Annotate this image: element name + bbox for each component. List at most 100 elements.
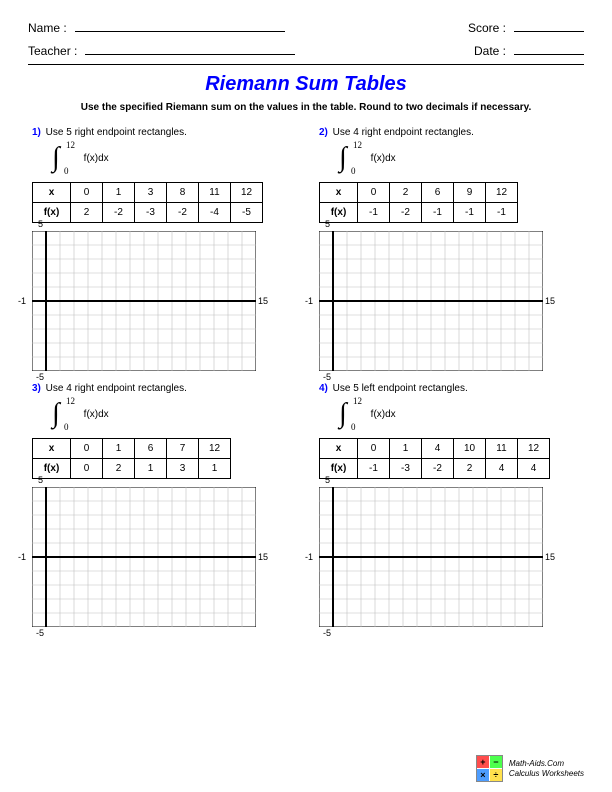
date-label: Date : <box>474 44 506 58</box>
fx-cell: -3 <box>135 203 167 223</box>
name-field: Name : <box>28 18 285 35</box>
fx-cell: 2 <box>71 203 103 223</box>
problem-instruction: 4) Use 5 left endpoint rectangles. <box>319 383 580 394</box>
x-cell: 3 <box>135 183 167 203</box>
integral: ∫ 12 0 f(x)dx <box>52 398 293 430</box>
problem-instruction: 3) Use 4 right endpoint rectangles. <box>32 383 293 394</box>
x-cell: 1 <box>390 439 422 459</box>
teacher-field: Teacher : <box>28 41 295 58</box>
footer-sub: Calculus Worksheets <box>509 769 584 779</box>
integral-fx: f(x)dx <box>371 409 396 420</box>
x-cell: 0 <box>358 439 390 459</box>
y-bottom-label: -5 <box>323 372 331 382</box>
problem-number: 4) <box>319 383 328 394</box>
x-cell: 2 <box>390 183 422 203</box>
plot-grid: 5-5-115 <box>32 231 256 371</box>
value-table: x01381112f(x)2-2-3-2-4-5 <box>32 182 263 223</box>
x-cell: 10 <box>454 439 486 459</box>
fx-cell: -4 <box>199 203 231 223</box>
footer-op-icon: + <box>477 756 489 768</box>
integral-lower: 0 <box>351 166 356 176</box>
x-cell: 12 <box>199 439 231 459</box>
x-cell: 0 <box>358 183 390 203</box>
problem-4: 4) Use 5 left endpoint rectangles. ∫ 12 0… <box>319 383 580 627</box>
problem-number: 2) <box>319 127 328 138</box>
teacher-label: Teacher : <box>28 44 77 58</box>
fx-cell: 4 <box>486 459 518 479</box>
problem-3: 3) Use 4 right endpoint rectangles. ∫ 12 … <box>32 383 293 627</box>
x-right-label: 15 <box>258 552 268 562</box>
integral: ∫ 12 0 f(x)dx <box>339 398 580 430</box>
footer-op-icon: − <box>490 756 502 768</box>
problem-text: Use 5 right endpoint rectangles. <box>43 127 187 138</box>
x-left-label: -1 <box>305 552 313 562</box>
y-bottom-label: -5 <box>36 372 44 382</box>
integral-upper: 12 <box>66 396 75 406</box>
name-label: Name : <box>28 21 67 35</box>
fx-cell: 2 <box>103 459 135 479</box>
table-row: x014101112 <box>320 439 550 459</box>
date-field: Date : <box>474 41 584 58</box>
integral-symbol: ∫ 12 0 <box>52 398 60 430</box>
x-cell: 12 <box>231 183 263 203</box>
problem-number: 1) <box>32 127 41 138</box>
x-left-label: -1 <box>18 296 26 306</box>
problem-text: Use 4 right endpoint rectangles. <box>330 127 474 138</box>
integral-lower: 0 <box>64 422 69 432</box>
y-top-label: 5 <box>38 475 43 485</box>
x-cell: 11 <box>486 439 518 459</box>
x-cell: 11 <box>199 183 231 203</box>
fx-cell: 1 <box>199 459 231 479</box>
fx-cell: -2 <box>422 459 454 479</box>
fx-cell: -3 <box>390 459 422 479</box>
integral-fx: f(x)dx <box>84 409 109 420</box>
fx-cell: -5 <box>231 203 263 223</box>
x-cell: 12 <box>518 439 550 459</box>
x-cell: 0 <box>71 183 103 203</box>
table-row: x026912 <box>320 183 518 203</box>
score-blank[interactable] <box>514 18 584 32</box>
integral-lower: 0 <box>351 422 356 432</box>
table-row: f(x)-1-2-1-1-1 <box>320 203 518 223</box>
fx-cell: 3 <box>167 459 199 479</box>
divider <box>28 64 584 65</box>
x-cell: 1 <box>103 439 135 459</box>
problem-text: Use 5 left endpoint rectangles. <box>330 383 468 394</box>
value-table: x014101112f(x)-1-3-2244 <box>319 438 550 479</box>
fx-cell: -1 <box>486 203 518 223</box>
x-left-label: -1 <box>18 552 26 562</box>
integral: ∫ 12 0 f(x)dx <box>339 142 580 174</box>
x-header: x <box>33 183 71 203</box>
fx-cell: 0 <box>71 459 103 479</box>
problem-2: 2) Use 4 right endpoint rectangles. ∫ 12 … <box>319 127 580 371</box>
integral-fx: f(x)dx <box>84 153 109 164</box>
y-top-label: 5 <box>38 219 43 229</box>
plot-grid: 5-5-115 <box>319 231 543 371</box>
teacher-blank[interactable] <box>85 41 295 55</box>
integral-upper: 12 <box>353 140 362 150</box>
date-blank[interactable] <box>514 41 584 55</box>
y-bottom-label: -5 <box>323 628 331 638</box>
integral-upper: 12 <box>66 140 75 150</box>
fx-cell: -1 <box>358 203 390 223</box>
fx-cell: -1 <box>358 459 390 479</box>
page-title: Riemann Sum Tables <box>28 73 584 96</box>
name-blank[interactable] <box>75 18 285 32</box>
x-cell: 7 <box>167 439 199 459</box>
integral: ∫ 12 0 f(x)dx <box>52 142 293 174</box>
x-cell: 6 <box>422 183 454 203</box>
y-bottom-label: -5 <box>36 628 44 638</box>
x-header: x <box>320 439 358 459</box>
fx-cell: -2 <box>103 203 135 223</box>
plot-grid: 5-5-115 <box>32 487 256 627</box>
grid-svg <box>32 231 256 371</box>
x-right-label: 15 <box>545 296 555 306</box>
fx-cell: -1 <box>454 203 486 223</box>
footer-text: Math-Aids.Com Calculus Worksheets <box>509 759 584 778</box>
x-header: x <box>33 439 71 459</box>
x-cell: 1 <box>103 183 135 203</box>
footer-op-icon: ÷ <box>490 769 502 781</box>
fx-cell: 1 <box>135 459 167 479</box>
score-field: Score : <box>468 18 584 35</box>
x-left-label: -1 <box>305 296 313 306</box>
